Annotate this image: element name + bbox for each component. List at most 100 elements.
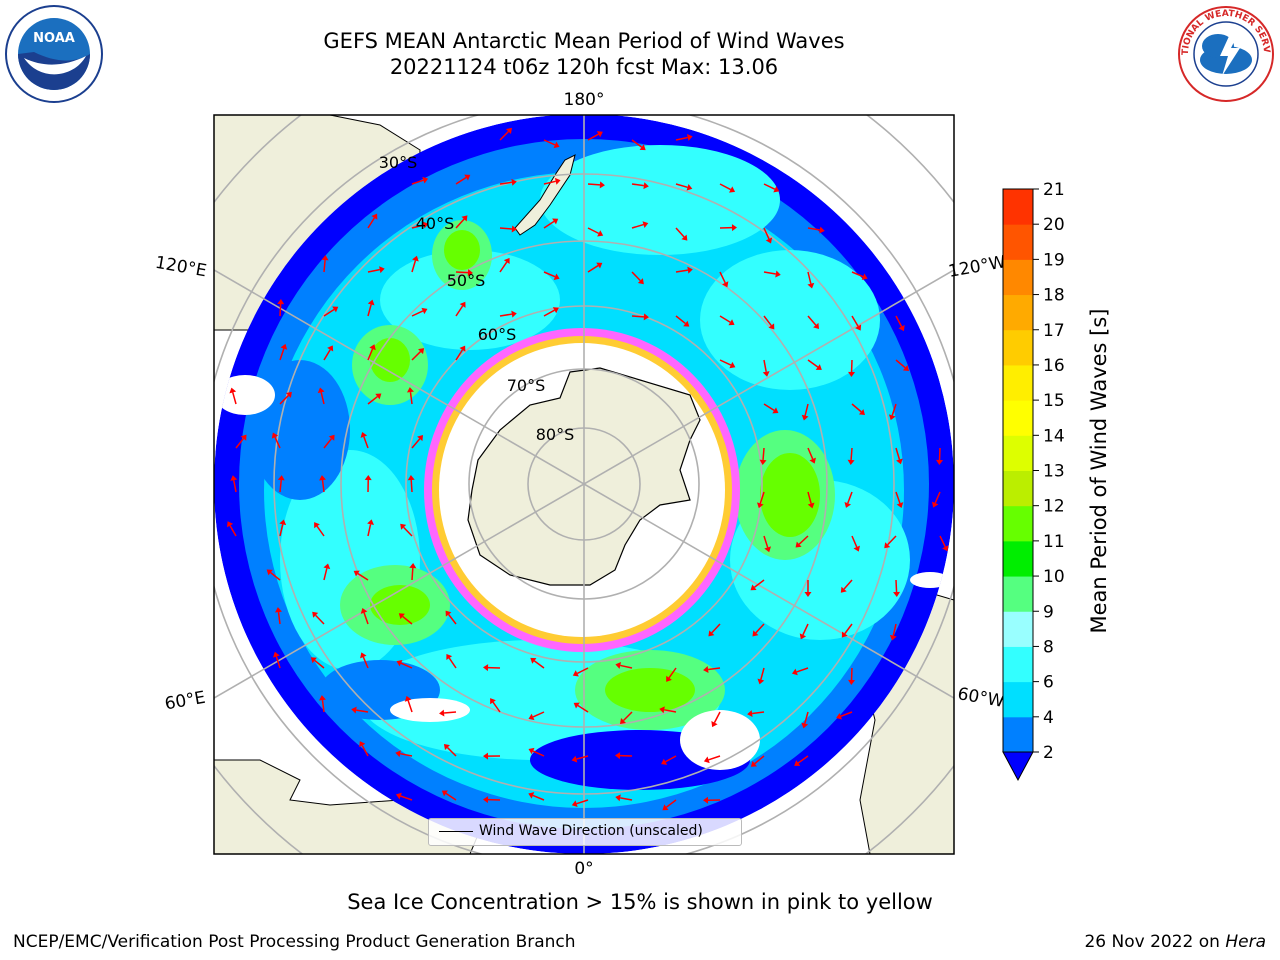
colorbar-tick-label: 11 [1043,532,1065,552]
wind-arrow [323,349,331,361]
wind-arrow-head [530,657,537,664]
credit-branch: NCEP/EMC/Verification Post Processing Pr… [13,932,576,952]
wind-arrow [587,183,601,186]
wind-arrow-head [615,794,621,802]
wind-arrow-head [855,324,862,331]
wind-arrow [279,394,289,405]
colorbar-tick-label: 15 [1043,391,1065,411]
wind-arrow [455,271,469,274]
wind-arrow [455,176,467,185]
colorbar-tick-label: 12 [1043,497,1065,517]
wind-arrow [543,271,556,278]
wind-arrow-head [553,273,560,280]
wind-arrow-head [596,131,603,138]
colorbar-tick-label: 13 [1043,462,1065,482]
wind-arrow [411,438,421,449]
colorbar-band [1003,364,1033,401]
wind-arrow-head [353,570,360,577]
wind-arrow [719,183,731,191]
wind-arrow-head [898,325,905,332]
wind-arrow-head [841,631,848,638]
wind-arrow-head [639,144,646,151]
wind-arrow [675,269,688,273]
wind-arrow [455,305,464,317]
wind-arrow-head [528,713,535,721]
colorbar-band [1003,611,1033,647]
wind-arrow-head [395,750,401,758]
wind-arrow-head [314,522,320,529]
wind-arrow-head [360,652,367,659]
wind-arrow-head [731,224,737,232]
wind-arrow [807,227,820,231]
wind-arrow [235,438,245,449]
map-frame [213,114,955,855]
wind-arrow [631,223,644,229]
colorbar-tick-label: 17 [1043,321,1065,341]
wind-arrow [895,491,901,504]
wind-arrow [675,315,686,325]
wind-arrow [631,139,643,148]
wind-arrow-head [809,457,816,464]
wind-arrow-head [459,345,466,352]
wind-arrow [411,260,417,273]
lon-label-180: 180° [564,90,605,110]
wind-arrow-head [722,281,729,288]
wind-arrow-head [379,266,385,274]
wind-arrow-head [271,432,279,439]
wind-arrow [411,310,424,317]
wind-arrow-head [360,607,368,614]
colorbar-band [1003,716,1033,753]
wind-arrow-head [483,664,489,672]
wind-arrow-head [443,744,450,751]
wind-arrow-head [266,569,273,576]
lon-label-60e: 60°E [163,688,207,715]
wind-arrow-head [412,255,419,262]
wind-arrow [279,524,284,537]
credit-machine: Hera [1225,932,1266,952]
wind-arrow-head [511,178,517,186]
wind-arrow [315,614,325,625]
wind-arrow-head [445,610,452,617]
colorbar-tick-label: 18 [1043,286,1065,306]
wind-arrow-head [319,475,326,481]
wind-arrow [675,227,685,238]
wind-arrow [707,667,721,671]
lat-label-70s: 70°S [507,376,546,395]
lon-label-120e: 120°E [154,253,208,282]
wind-arrow-head [273,651,280,658]
wind-arrow-head [554,177,561,185]
wind-arrow-head [597,230,604,237]
colorbar-tick-label: 2 [1043,743,1054,763]
wind-arrow [844,623,853,635]
wind-arrow-head [596,262,603,269]
wind-arrow-head [505,127,512,134]
wind-arrow [323,438,333,449]
wind-arrow [675,183,688,189]
wind-arrow-head [467,269,473,277]
wind-arrow-head [280,343,288,350]
noaa-logo-text: NOAA [33,31,75,46]
wind-arrow-head [459,301,466,308]
wind-arrow [798,535,809,545]
credit-date-text: 26 Nov 2022 on [1084,932,1226,952]
wind-arrow-head [765,237,773,244]
wind-arrow-head [615,662,622,669]
colorbar-tick-label: 20 [1043,215,1065,235]
wind-arrow [887,535,897,546]
wind-arrow [802,623,809,636]
colorbar-band [1003,435,1033,471]
wind-arrow [587,133,599,141]
graticule [214,115,954,854]
wind-arrow-head [775,270,781,278]
wind-arrow-head [229,387,237,394]
lon-label-0: 0° [574,859,593,879]
wind-arrow [316,525,325,537]
wind-arrow [763,403,775,412]
wind-arrow-head [490,698,496,705]
wind-arrow-head [371,213,378,220]
colorbar-band [1003,540,1033,577]
wind-arrow [367,348,374,361]
wind-arrow-head [729,186,736,193]
wind-arrow-head [571,755,578,763]
